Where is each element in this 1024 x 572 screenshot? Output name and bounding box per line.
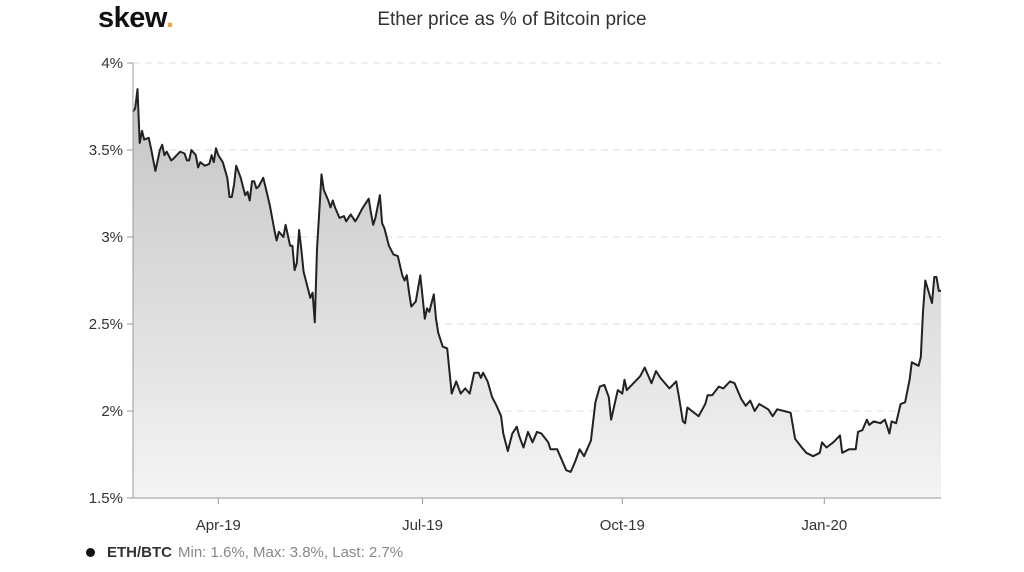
y-tick-label: 1.5% xyxy=(89,490,123,507)
legend: ETH/BTC Min: 1.6%, Max: 3.8%, Last: 2.7% xyxy=(86,544,403,561)
logo-text: skew xyxy=(98,2,166,34)
y-tick-label: 3% xyxy=(101,229,123,246)
logo-dot: . xyxy=(165,2,174,34)
legend-bullet-icon xyxy=(86,548,95,557)
y-tick-label: 3.5% xyxy=(89,142,123,159)
y-tick-label: 2% xyxy=(101,403,123,420)
chart-title-text: Ether price as % of Bitcoin price xyxy=(377,9,647,30)
legend-series-stats: Min: 1.6%, Max: 3.8%, Last: 2.7% xyxy=(178,544,404,561)
skew-logo: skew. xyxy=(98,2,174,35)
y-tick-label: 2.5% xyxy=(89,316,123,333)
x-tick-label: Jul-19 xyxy=(402,517,443,534)
axes: 1.5% 2% 2.5% 3% 3.5% 4% Apr-19 Jul-19 Oct-19 Jan-… xyxy=(89,55,941,534)
legend-series-name: ETH/BTC xyxy=(107,544,172,561)
x-tick-label: Jan-20 xyxy=(801,517,847,534)
series-line-eth-btc xyxy=(132,88,941,473)
x-tick-label: Oct-19 xyxy=(600,517,645,534)
x-tick-label: Apr-19 xyxy=(196,517,241,534)
chart-title: Ether price as % of Bitcoin price xyxy=(0,9,1024,31)
y-tick-label: 4% xyxy=(101,55,123,72)
